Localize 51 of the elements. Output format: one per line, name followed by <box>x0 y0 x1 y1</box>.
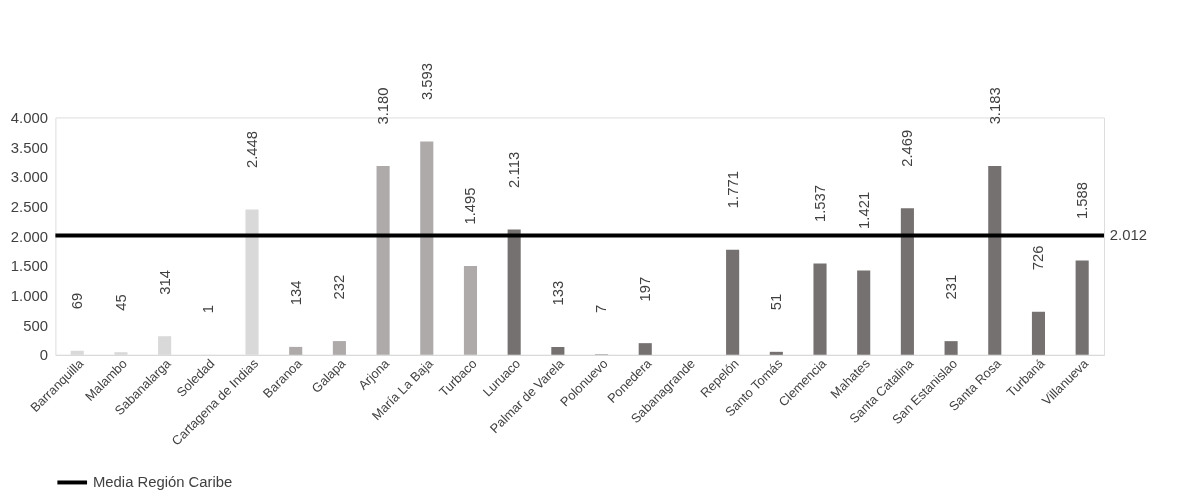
y-tick-label: 500 <box>23 317 48 334</box>
data-label: 231 <box>943 274 960 300</box>
data-label: 3.593 <box>418 62 435 101</box>
bar <box>463 266 478 355</box>
data-label: 2.448 <box>243 130 260 168</box>
data-label: 45 <box>112 294 129 311</box>
bar <box>638 343 652 355</box>
data-label: 232 <box>331 274 348 300</box>
bar <box>1031 311 1046 355</box>
data-label: 1.771 <box>724 171 741 209</box>
annotation: 2.012 <box>1109 227 1147 244</box>
data-label: 1.588 <box>1074 181 1091 220</box>
y-tick-label: 2.000 <box>10 228 48 245</box>
bar <box>332 341 346 355</box>
bar <box>900 208 914 355</box>
y-tick-label: 1.500 <box>10 258 48 275</box>
data-label: 51 <box>768 293 785 311</box>
data-label: 133 <box>549 280 566 306</box>
data-label: 3.180 <box>375 87 392 125</box>
data-label: 3.183 <box>986 87 1003 125</box>
y-tick-label: 3.000 <box>10 169 48 186</box>
bar <box>289 346 303 355</box>
data-label: 1.537 <box>811 184 828 223</box>
bar <box>376 166 390 355</box>
bar <box>507 229 521 355</box>
bar <box>1075 260 1089 355</box>
data-label: 1.495 <box>462 187 479 225</box>
data-label: 1.421 <box>855 191 872 229</box>
data-label: 197 <box>637 276 654 302</box>
data-label: 1 <box>200 304 217 314</box>
bar <box>420 141 434 355</box>
y-tick-label: 2.500 <box>10 198 48 215</box>
data-label: 134 <box>287 280 304 306</box>
bar <box>944 341 958 355</box>
y-tick-label: 3.500 <box>10 139 48 156</box>
data-label: 314 <box>156 269 173 295</box>
bar <box>988 165 1002 355</box>
y-tick-label: 1.000 <box>10 287 48 304</box>
bar <box>769 351 783 355</box>
bar <box>551 346 565 355</box>
data-label: 2.113 <box>506 151 523 188</box>
bar <box>726 249 740 355</box>
y-tick-label: 4.000 <box>10 109 48 126</box>
data-label: 7 <box>593 304 610 313</box>
data-label: 2.469 <box>899 129 916 167</box>
y-tick-label: 0 <box>39 347 48 364</box>
bar <box>857 270 871 355</box>
data-label: 726 <box>1030 245 1047 271</box>
data-label: 69 <box>69 292 86 310</box>
legend-label: Media Región Caribe <box>92 474 233 491</box>
bar <box>813 263 827 355</box>
